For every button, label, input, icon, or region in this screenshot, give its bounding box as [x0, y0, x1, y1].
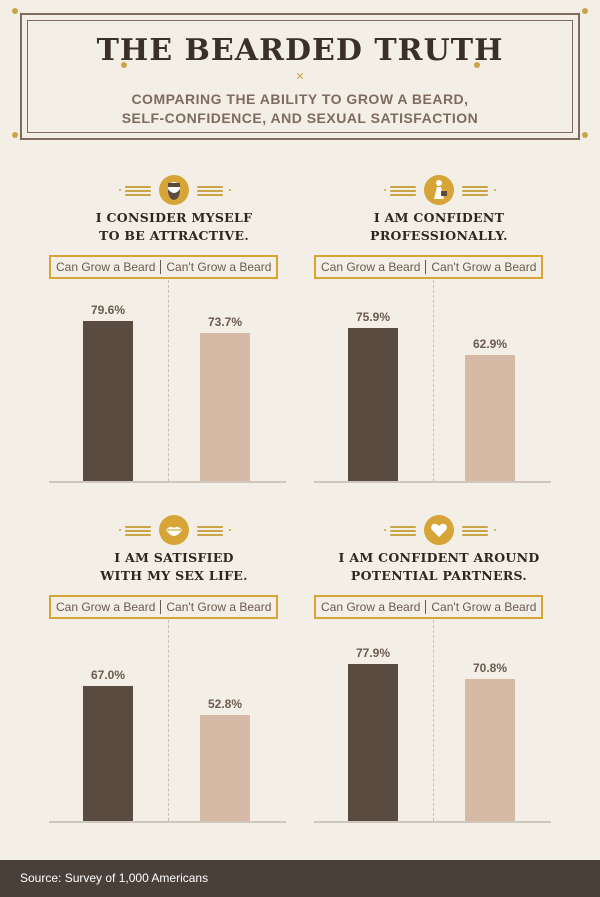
x-axis-baseline: [49, 821, 286, 823]
data-label: 73.7%: [207, 314, 243, 329]
legend-item-can-grow: Can Grow a Beard: [321, 260, 421, 274]
subtitle-line-2: SELF-CONFIDENCE, AND SEXUAL SATISFACTION: [121, 110, 479, 126]
legend-separator: [425, 260, 427, 274]
heart-icon: [424, 515, 454, 545]
x-axis-baseline: [314, 481, 551, 483]
decor-dashes-left: [119, 182, 159, 198]
decor-dashes-right: [458, 522, 498, 538]
legend-separator: [160, 600, 162, 614]
center-divider: [168, 280, 169, 481]
data-label: 62.9%: [472, 336, 508, 351]
panel-icon-row: [49, 175, 299, 205]
chart-legend: Can Grow a Beard Can't Grow a Beard: [49, 595, 279, 619]
panel-title-line-2: POTENTIAL PARTNERS.: [350, 568, 528, 583]
chart-panel-partners: I AM CONFIDENT AROUND POTENTIAL PARTNERS.…: [314, 515, 564, 825]
data-label: 77.9%: [355, 646, 391, 661]
corner-dot-tr: [582, 8, 588, 14]
decor-dashes-right: [193, 182, 233, 198]
bar-cant-grow: [465, 354, 515, 481]
chart-panel-sex-life: I AM SATISFIED WITH MY SEX LIFE. Can Grow …: [49, 515, 299, 825]
chart-legend: Can Grow a Beard Can't Grow a Beard: [314, 255, 544, 279]
bar-cant-grow: [200, 714, 250, 821]
lips-icon: [159, 515, 189, 545]
panel-title-line-1: I CONSIDER MYSELF: [95, 210, 253, 225]
chart-legend: Can Grow a Beard Can't Grow a Beard: [49, 255, 279, 279]
panel-icon-row: [49, 515, 299, 545]
panel-title-line-2: WITH MY SEX LIFE.: [100, 568, 248, 583]
center-divider: [433, 280, 434, 481]
legend-item-cant-grow: Can't Grow a Beard: [431, 600, 537, 614]
decor-dashes-left: [384, 522, 424, 538]
page-subtitle: COMPARING THE ABILITY TO GROW A BEARD, S…: [0, 90, 600, 128]
bar-can-grow: [83, 321, 133, 481]
legend-item-can-grow: Can Grow a Beard: [56, 260, 156, 274]
x-axis-baseline: [49, 481, 286, 483]
face-beard-icon: [159, 175, 189, 205]
scissors-icon: ✕: [295, 71, 305, 83]
chart-panel-professional: I AM CONFIDENT PROFESSIONALLY. Can Grow a …: [314, 175, 564, 485]
corner-dot-tl: [12, 8, 18, 14]
data-label: 75.9%: [355, 310, 391, 325]
title-dot-right: [474, 62, 480, 68]
panel-title-line-1: I AM CONFIDENT AROUND: [338, 550, 540, 565]
panel-title-line-2: TO BE ATTRACTIVE.: [98, 228, 250, 243]
panel-title: I AM CONFIDENT AROUND POTENTIAL PARTNERS.: [314, 549, 564, 585]
bar-can-grow: [83, 686, 133, 821]
legend-item-cant-grow: Can't Grow a Beard: [431, 260, 537, 274]
legend-item-cant-grow: Can't Grow a Beard: [166, 600, 272, 614]
source-note: Source: Survey of 1,000 Americans: [20, 871, 209, 885]
bar-can-grow: [348, 664, 398, 821]
bar-can-grow: [348, 328, 398, 481]
panel-title: I CONSIDER MYSELF TO BE ATTRACTIVE.: [49, 209, 299, 245]
legend-item-cant-grow: Can't Grow a Beard: [166, 260, 272, 274]
footer-bar: Source: Survey of 1,000 Americans: [0, 860, 600, 897]
decor-dashes-left: [119, 522, 159, 538]
decor-dashes-left: [384, 182, 424, 198]
x-axis-baseline: [314, 821, 551, 823]
header-frame-outer: [20, 13, 580, 140]
panel-title-line-1: I AM CONFIDENT: [373, 210, 505, 225]
panel-title-line-2: PROFESSIONALLY.: [370, 228, 508, 243]
subtitle-line-1: COMPARING THE ABILITY TO GROW A BEARD,: [131, 91, 469, 107]
legend-item-can-grow: Can Grow a Beard: [56, 600, 156, 614]
data-label: 79.6%: [90, 303, 126, 317]
bar-cant-grow: [465, 678, 515, 821]
decor-dashes-right: [458, 182, 498, 198]
chart-legend: Can Grow a Beard Can't Grow a Beard: [314, 595, 544, 619]
panel-icon-row: [314, 515, 564, 545]
briefcase-person-icon: [424, 175, 454, 205]
panel-icon-row: [314, 175, 564, 205]
data-label: 52.8%: [207, 696, 243, 711]
center-divider: [433, 620, 434, 821]
corner-dot-br: [582, 132, 588, 138]
page-title: THE BEARDED TRUTH: [96, 33, 504, 68]
legend-separator: [160, 260, 162, 274]
title-dot-left: [121, 62, 127, 68]
legend-item-can-grow: Can Grow a Beard: [321, 600, 421, 614]
panel-title-line-1: I AM SATISFIED: [114, 550, 234, 565]
chart-panel-attractive: I CONSIDER MYSELF TO BE ATTRACTIVE. Can Gr…: [49, 175, 299, 485]
data-label: 70.8%: [472, 660, 508, 675]
data-label: 67.0%: [90, 668, 126, 683]
panel-title: I AM SATISFIED WITH MY SEX LIFE.: [49, 549, 299, 585]
header-frame-inner: [27, 20, 573, 133]
center-divider: [168, 620, 169, 821]
corner-dot-bl: [12, 132, 18, 138]
bar-cant-grow: [200, 332, 250, 481]
legend-separator: [425, 600, 427, 614]
panel-title: I AM CONFIDENT PROFESSIONALLY.: [314, 209, 564, 245]
decor-dashes-right: [193, 522, 233, 538]
